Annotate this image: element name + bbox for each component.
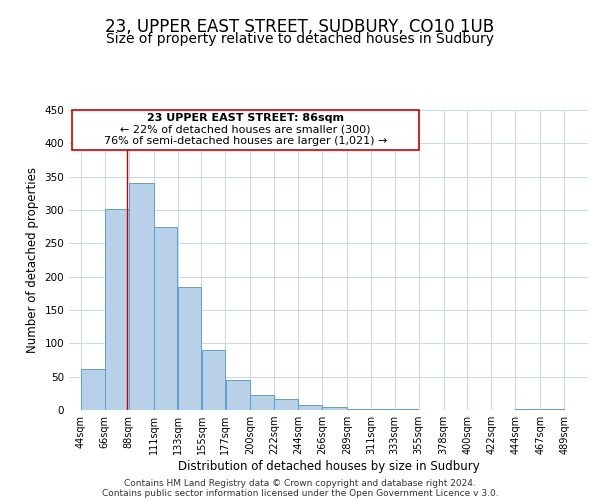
Text: 76% of semi-detached houses are larger (1,021) →: 76% of semi-detached houses are larger (… <box>104 136 387 146</box>
Bar <box>81 368 104 410</box>
Bar <box>72 110 419 150</box>
Bar <box>202 350 225 410</box>
Y-axis label: Number of detached properties: Number of detached properties <box>26 167 39 353</box>
Bar <box>178 288 202 410</box>
Bar <box>274 400 298 410</box>
Bar <box>154 226 178 410</box>
Bar <box>250 394 274 410</box>
Bar <box>298 404 322 410</box>
Bar <box>226 380 250 410</box>
Text: Contains HM Land Registry data © Crown copyright and database right 2024.: Contains HM Land Registry data © Crown c… <box>124 478 476 488</box>
X-axis label: Distribution of detached houses by size in Sudbury: Distribution of detached houses by size … <box>178 460 479 473</box>
Bar <box>347 408 371 410</box>
Text: 23 UPPER EAST STREET: 86sqm: 23 UPPER EAST STREET: 86sqm <box>147 114 344 124</box>
Text: Contains public sector information licensed under the Open Government Licence v : Contains public sector information licen… <box>101 488 499 498</box>
Bar <box>129 184 154 410</box>
Text: ← 22% of detached houses are smaller (300): ← 22% of detached houses are smaller (30… <box>120 124 371 134</box>
Bar <box>322 406 347 410</box>
Text: Size of property relative to detached houses in Sudbury: Size of property relative to detached ho… <box>106 32 494 46</box>
Text: 23, UPPER EAST STREET, SUDBURY, CO10 1UB: 23, UPPER EAST STREET, SUDBURY, CO10 1UB <box>106 18 494 36</box>
Bar <box>105 210 128 410</box>
